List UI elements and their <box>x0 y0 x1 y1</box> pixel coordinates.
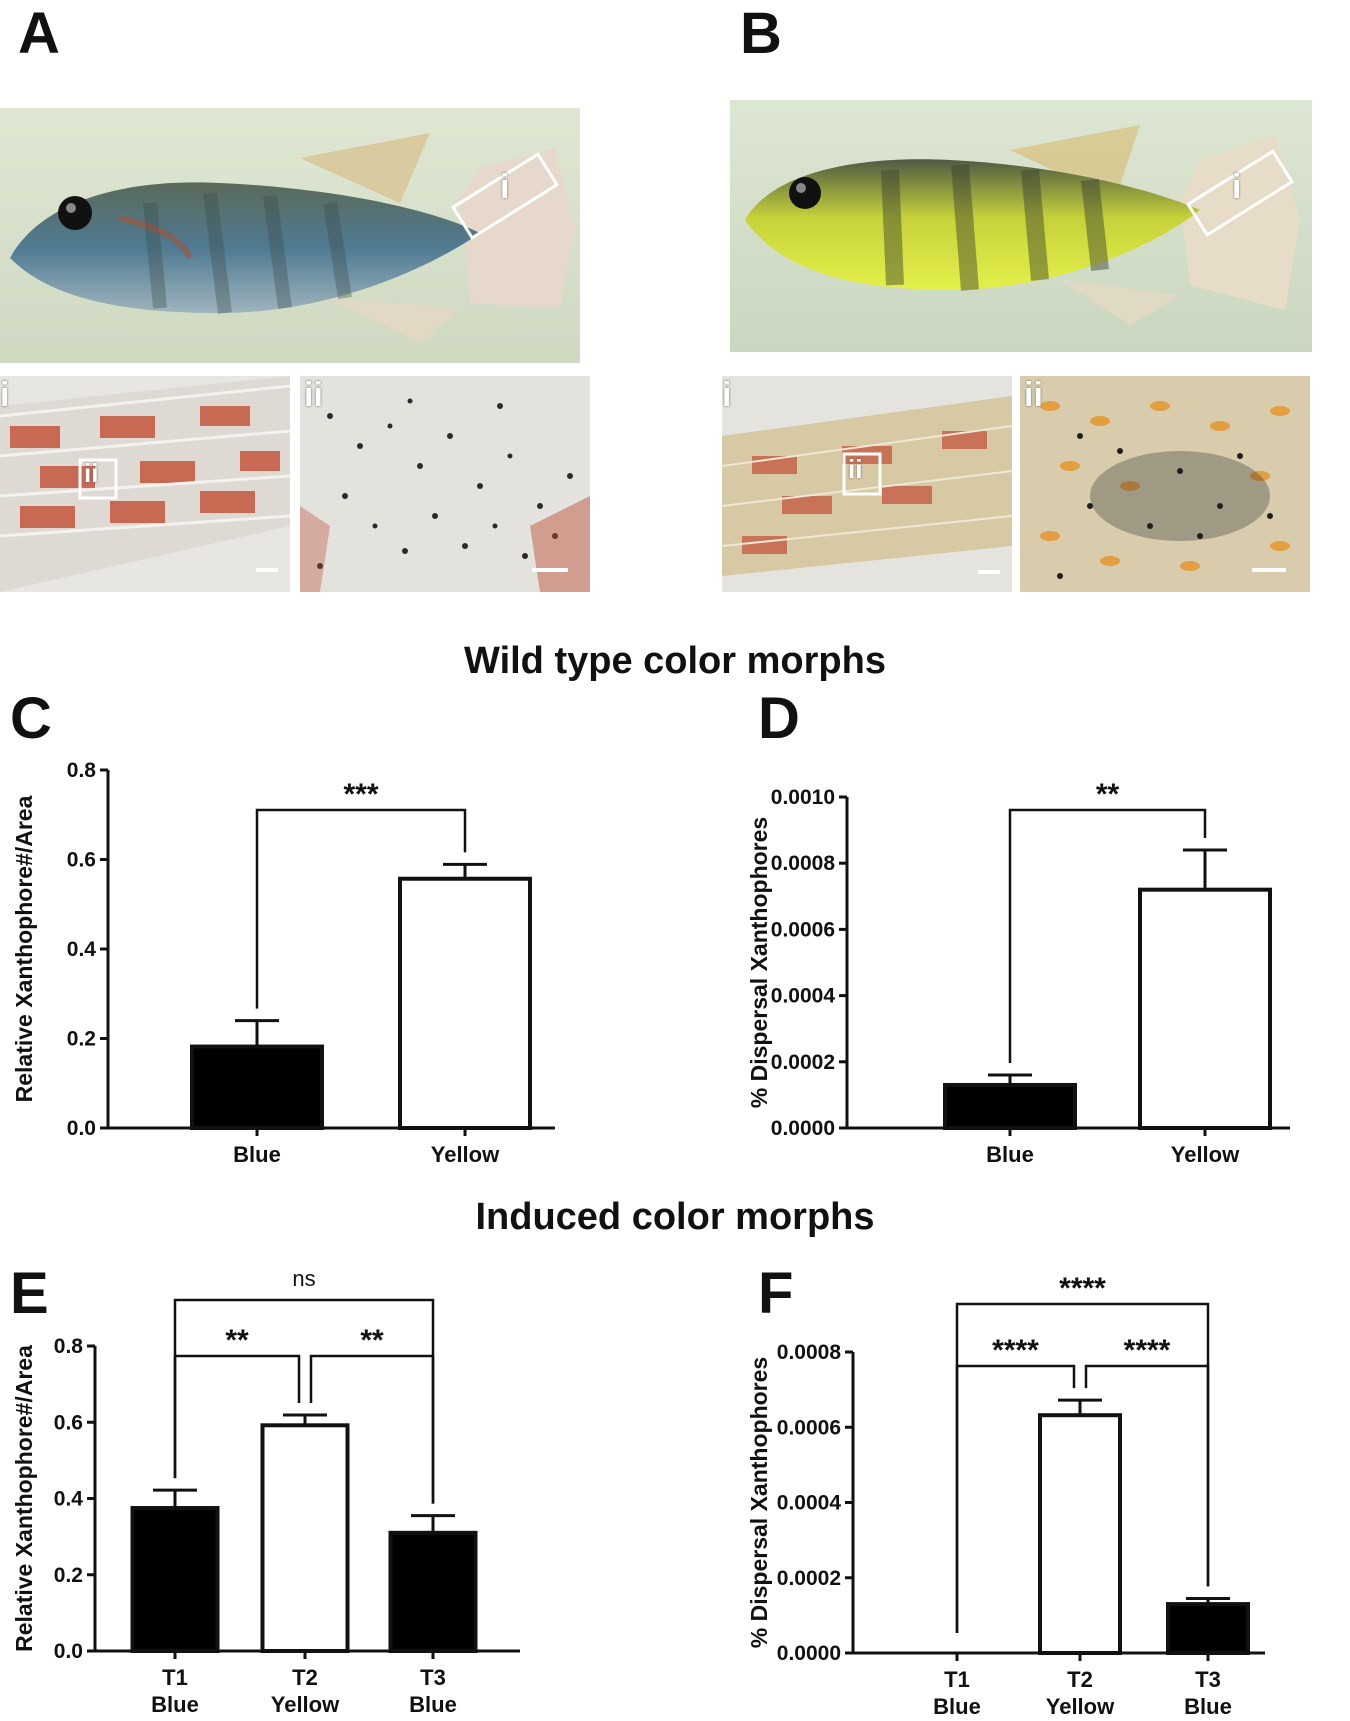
x-tick-label: T1 <box>162 1665 188 1690</box>
significance-bracket <box>955 1302 1210 1633</box>
y-tick-label: 0.2 <box>54 1564 83 1587</box>
y-axis-label: % Dispersal Xanthophores <box>746 817 772 1108</box>
y-axis-label: % Dispersal Xanthophores <box>746 1357 772 1648</box>
significance-label: ns <box>292 1268 315 1291</box>
fin-closeup-blue-ii: ii <box>300 376 590 592</box>
bar-f-1 <box>1038 1413 1122 1655</box>
x-tick-label: T3 <box>1195 1667 1221 1692</box>
inset-label-ii-blue: ii <box>304 376 323 414</box>
x-tick-label: Blue <box>986 1142 1034 1167</box>
y-tick-label: 0.0002 <box>771 1051 835 1074</box>
inset-label-ii-yellow: ii <box>1024 376 1043 414</box>
y-tick-label: 0.6 <box>67 849 96 872</box>
x-tick-label: T2 <box>1067 1667 1093 1692</box>
panel-label-f: F <box>758 1261 794 1326</box>
chart-c-svg: 0.0 0.2 0.4 0.6 0.8 Relative Xanthophore#/Are… <box>11 759 555 1167</box>
panel-label-a: A <box>18 1 60 66</box>
bar-e-2 <box>388 1530 478 1653</box>
x-tick-label: Blue <box>1184 1694 1232 1716</box>
significance-label: ** <box>1096 778 1120 811</box>
y-tick-label: 0.0010 <box>771 786 835 809</box>
y-tick-label: 0.0008 <box>771 852 836 875</box>
y-tick-label: 0.0004 <box>771 985 836 1008</box>
y-tick-label: 0.8 <box>54 1335 84 1358</box>
y-tick-label: 0.2 <box>67 1028 96 1051</box>
inset-label-ii-box-yellow: ii <box>848 454 863 484</box>
x-tick-label: Blue <box>933 1694 981 1716</box>
x-tick-label: Yellow <box>431 1142 500 1167</box>
inset-label-ii-box-blue: ii <box>84 458 99 488</box>
significance-label: ** <box>360 1324 384 1357</box>
y-tick-label: 0.4 <box>54 1488 84 1511</box>
y-axis-label: Relative Xanthophore#/Area <box>11 795 37 1102</box>
y-tick-label: 0.0 <box>54 1640 83 1663</box>
bar-e-0 <box>130 1506 220 1653</box>
chart-e: 0.0 0.2 0.4 0.6 0.8 Relative Xanthophore#/Are… <box>0 1266 600 1717</box>
inset-label-i-yellow: i <box>1232 168 1242 206</box>
x-tick-label: T1 <box>944 1667 970 1692</box>
panel-label-d: D <box>758 686 800 751</box>
y-tick-label: 0.4 <box>67 938 97 961</box>
significance-bracket <box>173 1298 435 1504</box>
x-tick-label: Yellow <box>1046 1694 1115 1716</box>
bar-f-2 <box>1166 1602 1250 1655</box>
y-tick-label: 0.0000 <box>777 1642 841 1665</box>
section-title-induced: Induced color morphs <box>475 1196 875 1238</box>
bar-d-0 <box>943 1082 1077 1130</box>
y-tick-label: 0.0 <box>67 1117 96 1140</box>
significance-bracket <box>1008 808 1207 1064</box>
y-tick-label: 0.8 <box>67 759 97 782</box>
significance-label: **** <box>992 1334 1039 1367</box>
bar-c-0 <box>190 1044 324 1130</box>
panel-label-c: C <box>10 686 52 751</box>
fish-photo-blue: i <box>0 108 580 363</box>
y-tick-label: 0.6 <box>54 1411 83 1434</box>
inset-label-i-yellow-closeup: i <box>722 376 732 414</box>
fin-closeup-yellow-ii: ii <box>1020 376 1310 592</box>
chart-e-svg: 0.0 0.2 0.4 0.6 0.8 Relative Xanthophore#/Are… <box>11 1266 520 1717</box>
y-tick-label: 0.0006 <box>771 918 835 941</box>
x-tick-label: Yellow <box>1171 1142 1240 1167</box>
significance-label: *** <box>343 778 378 811</box>
bar-d-1 <box>1138 887 1272 1130</box>
bar-c-1 <box>398 876 532 1130</box>
chart-d: 0.0000 0.0002 0.0004 0.0006 0.0008 0.0010 % Di… <box>735 740 1335 1180</box>
y-tick-label: 0.0000 <box>771 1117 835 1140</box>
x-tick-label: Blue <box>151 1692 199 1716</box>
y-tick-label: 0.0004 <box>777 1492 842 1515</box>
x-tick-label: Yellow <box>271 1692 340 1716</box>
bar-e-1 <box>260 1423 350 1653</box>
significance-bracket <box>255 808 467 1009</box>
significance-label: **** <box>1059 1272 1106 1305</box>
x-tick-label: Blue <box>233 1142 281 1167</box>
section-title-wild: Wild type color morphs <box>464 640 886 682</box>
chart-f: 0.0000 0.0002 0.0004 0.0006 0.0008% Dispersa… <box>735 1268 1335 1719</box>
x-tick-label: T3 <box>420 1665 446 1690</box>
y-tick-label: 0.0002 <box>777 1567 841 1590</box>
fish-photo-yellow: i <box>730 100 1312 352</box>
chart-f-svg: 0.0000 0.0002 0.0004 0.0006 0.0008% Dispersa… <box>746 1272 1265 1719</box>
inset-label-i: i <box>500 168 510 206</box>
x-tick-label: Blue <box>409 1692 457 1716</box>
chart-c: 0.0 0.2 0.4 0.6 0.8 Relative Xanthophore#/Are… <box>0 740 600 1180</box>
x-tick-label: T2 <box>292 1665 318 1690</box>
y-tick-label: 0.0006 <box>777 1416 841 1439</box>
significance-label: ** <box>225 1324 249 1357</box>
significance-label: **** <box>1124 1334 1171 1367</box>
y-tick-label: 0.0008 <box>777 1341 842 1364</box>
fin-closeup-yellow-i: i ii <box>722 376 1012 592</box>
inset-label-i-blue-closeup: i <box>0 376 10 414</box>
chart-d-svg: 0.0000 0.0002 0.0004 0.0006 0.0008 0.0010 % Di… <box>746 778 1290 1167</box>
fin-closeup-blue-i: i ii <box>0 376 290 592</box>
y-axis-label: Relative Xanthophore#/Area <box>11 1345 37 1652</box>
panel-label-e: E <box>10 1261 49 1326</box>
panel-label-b: B <box>740 1 782 66</box>
